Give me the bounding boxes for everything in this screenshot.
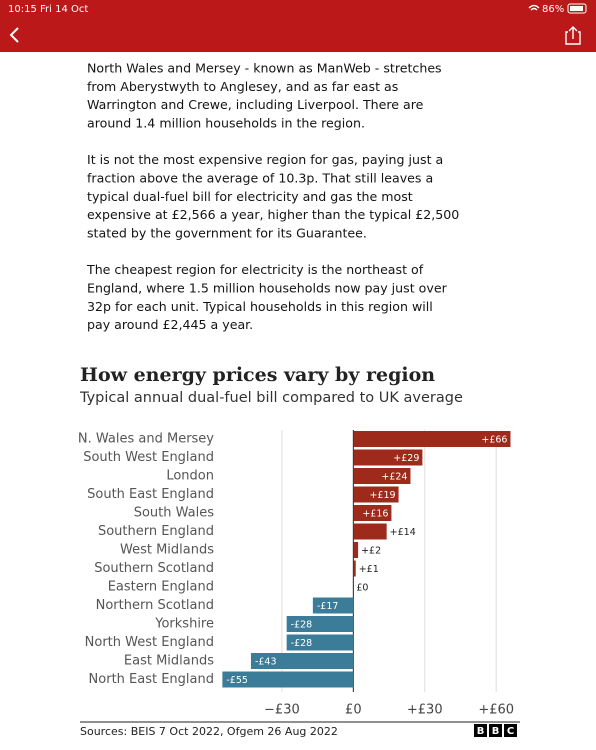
paragraph-line: fraction above the average of 10.3p. Tha… bbox=[87, 171, 433, 186]
y-tick-label: London bbox=[166, 469, 214, 484]
top-bar bbox=[0, 0, 596, 52]
bar bbox=[353, 560, 356, 577]
wifi-icon bbox=[528, 4, 540, 11]
paragraph-line: Warrington and Crewe, including Liverpoo… bbox=[87, 97, 424, 112]
y-tick-label: East Midlands bbox=[124, 654, 214, 669]
x-tick-label: +£60 bbox=[478, 703, 514, 718]
paragraph-line: North Wales and Mersey - known as ManWeb… bbox=[87, 61, 442, 76]
paragraph-line: from Aberystwyth to Anglesey, and as far… bbox=[87, 79, 398, 94]
value-label: -£17 bbox=[317, 601, 339, 612]
y-tick-label: West Midlands bbox=[120, 543, 214, 558]
x-tick-label: +£30 bbox=[407, 703, 443, 718]
y-tick-label: Northern Scotland bbox=[96, 598, 214, 613]
paragraph-line: England, where 1.5 million households no… bbox=[87, 281, 448, 296]
value-label: +£1 bbox=[359, 564, 379, 575]
value-label: +£16 bbox=[362, 509, 388, 520]
back-button[interactable] bbox=[9, 27, 19, 43]
bar bbox=[250, 653, 354, 669]
logo-letter: B bbox=[477, 726, 485, 737]
paragraph-line: expensive at £2,566 a year, higher than … bbox=[87, 207, 459, 222]
paragraph-line: 32p for each unit. Typical households in… bbox=[87, 299, 433, 314]
value-label: £0 bbox=[356, 583, 368, 594]
status-date: Fri 14 Oct bbox=[40, 4, 88, 15]
source: Sources: BEIS 7 Oct 2022, Ofgem 26 Aug 2… bbox=[80, 725, 338, 738]
paragraph-line: typical dual-fuel bill for electricity a… bbox=[87, 189, 413, 204]
bar bbox=[353, 486, 399, 503]
paragraph-line: around 1.4 million households in the reg… bbox=[87, 115, 365, 130]
logo-block bbox=[489, 724, 502, 737]
bar bbox=[353, 431, 511, 447]
chart-title: How energy prices vary by region bbox=[80, 364, 435, 386]
y-tick-label: South Wales bbox=[134, 506, 215, 521]
y-tick-label: South East England bbox=[87, 487, 214, 502]
paragraph-line: The cheapest region for electricity is t… bbox=[86, 262, 424, 277]
battery-icon bbox=[567, 3, 587, 14]
chart-subtitle: Typical annual dual-fuel bill compared t… bbox=[79, 390, 463, 406]
value-label: +£24 bbox=[381, 472, 407, 483]
x-tick-label: −£30 bbox=[264, 703, 300, 718]
y-tick-label: Southern Scotland bbox=[94, 561, 214, 576]
y-tick-label: Eastern England bbox=[108, 580, 214, 595]
bar bbox=[312, 597, 354, 614]
status-time: 10:15 bbox=[8, 4, 37, 15]
value-label: -£55 bbox=[226, 675, 248, 686]
bar bbox=[286, 634, 354, 651]
logo-letter: B bbox=[492, 726, 500, 737]
value-label: +£66 bbox=[481, 435, 507, 446]
bar bbox=[353, 542, 359, 558]
value-label: +£14 bbox=[390, 527, 416, 538]
value-label: +£19 bbox=[369, 490, 395, 501]
paragraph-line: pay around £2,445 a year. bbox=[87, 317, 253, 332]
bar bbox=[353, 449, 423, 466]
value-label: +£29 bbox=[393, 453, 419, 464]
bar bbox=[353, 523, 387, 540]
logo-block bbox=[474, 724, 487, 737]
paragraph-line: stated by the government for its Guarant… bbox=[87, 225, 367, 240]
y-tick-label: Southern England bbox=[98, 524, 214, 539]
y-tick-label: North West England bbox=[85, 635, 214, 650]
value-label: -£28 bbox=[291, 620, 313, 631]
logo-block bbox=[504, 724, 517, 737]
y-tick-label: North East England bbox=[89, 672, 214, 687]
bar bbox=[353, 468, 411, 484]
chart: −£30 £0 +£30 +£60 N. Wales and Mersey +£66 Sou… bbox=[78, 430, 514, 718]
share-button[interactable] bbox=[565, 26, 581, 45]
value-label: -£43 bbox=[255, 657, 277, 668]
battery-level bbox=[570, 6, 583, 11]
bar bbox=[222, 671, 354, 688]
y-tick-label: N. Wales and Mersey bbox=[78, 432, 214, 447]
x-tick-label: £0 bbox=[345, 703, 362, 718]
status-battery: 86% bbox=[542, 4, 564, 15]
value-label: -£28 bbox=[291, 638, 313, 649]
bar bbox=[353, 505, 392, 521]
value-label: +£2 bbox=[361, 546, 381, 557]
bar bbox=[286, 616, 354, 632]
logo-letter: C bbox=[507, 726, 514, 737]
article: North Wales and Mersey - known as ManWeb… bbox=[86, 61, 459, 333]
y-tick-label: South West England bbox=[83, 450, 214, 465]
y-tick-label: Yorkshire bbox=[154, 617, 214, 632]
paragraph-line: It is not the most expensive region for … bbox=[87, 152, 443, 167]
